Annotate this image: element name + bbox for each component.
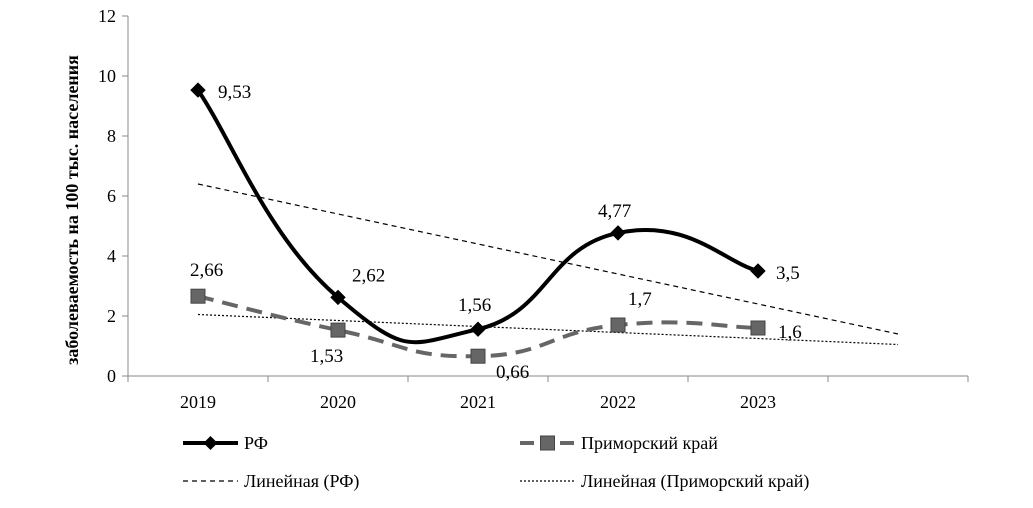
- legend-label: Линейная (Приморский край): [581, 471, 809, 492]
- y-tick-label: 10: [98, 66, 116, 86]
- legend-label: Приморский край: [581, 433, 718, 453]
- data-label: 0,66: [496, 362, 529, 383]
- series-lines: [196, 88, 759, 359]
- series-line-0: [196, 88, 759, 345]
- y-tick-label: 12: [98, 6, 116, 26]
- legend-label: РФ: [244, 433, 268, 453]
- x-tick-label: 2022: [600, 392, 636, 412]
- marker-primorsky: [190, 288, 206, 304]
- legend-marker-rf: [203, 436, 218, 450]
- data-label: 1,6: [778, 322, 802, 343]
- axes: 0 2 4 6 8 10 12 2019 2020 2021 2022 2023: [98, 6, 969, 412]
- marker-primorsky: [330, 322, 346, 338]
- data-label: 2,62: [352, 265, 385, 286]
- trendline-1: [197, 313, 899, 346]
- series-markers: [190, 82, 766, 364]
- data-label: 1,53: [310, 346, 343, 367]
- y-axis-label: заболеваемость на 100 тыс. населения: [62, 55, 82, 365]
- data-label: 3,5: [776, 263, 800, 284]
- x-tick-label: 2019: [180, 392, 216, 412]
- data-label: 1,7: [628, 289, 652, 310]
- data-label: 9,53: [218, 82, 251, 103]
- marker-rf: [750, 263, 766, 279]
- trendline-0: [197, 183, 899, 335]
- marker-primorsky: [750, 320, 766, 336]
- data-label: 2,66: [190, 260, 223, 281]
- legend-label: Линейная (РФ): [244, 471, 359, 492]
- trendlines: [197, 183, 899, 346]
- legend: РФ Приморский край Линейная (РФ) Линейная (…: [183, 433, 809, 492]
- data-labels: 9,53 2,62 1,56 4,77 3,5 2,66 1,53 0,66 1,7 1,6: [190, 82, 802, 383]
- legend-marker-primorsky: [540, 435, 555, 451]
- x-tick-label: 2020: [320, 392, 356, 412]
- marker-rf: [330, 289, 346, 306]
- y-tick-label: 8: [107, 126, 116, 146]
- marker-primorsky: [470, 348, 486, 364]
- marker-rf: [470, 321, 486, 337]
- y-tick-label: 2: [107, 306, 116, 326]
- x-tick-label: 2021: [460, 392, 496, 412]
- data-label: 1,56: [458, 295, 491, 316]
- marker-rf: [610, 225, 626, 241]
- y-tick-label: 0: [107, 366, 116, 386]
- data-label: 4,77: [598, 201, 631, 222]
- x-tick-label: 2023: [740, 392, 776, 412]
- marker-primorsky: [610, 317, 626, 333]
- y-tick-label: 4: [107, 246, 116, 266]
- marker-rf: [190, 82, 206, 98]
- y-tick-label: 6: [107, 186, 116, 206]
